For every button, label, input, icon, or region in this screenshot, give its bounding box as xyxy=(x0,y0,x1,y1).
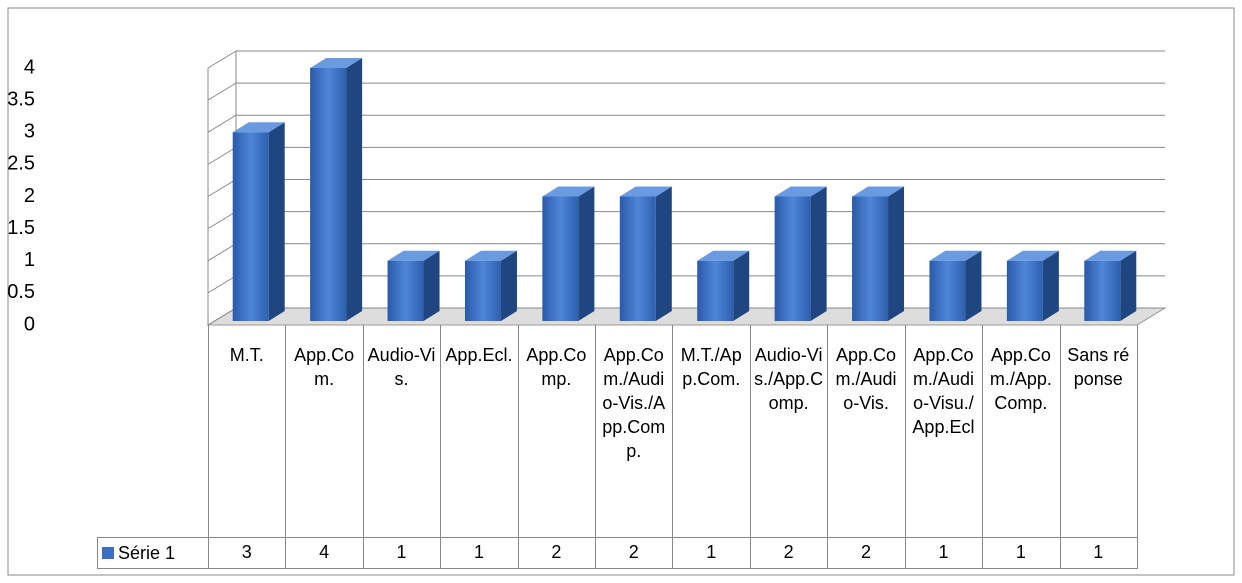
bar-side xyxy=(655,186,672,321)
grid-line-side xyxy=(207,114,237,133)
y-tick-label: 1 xyxy=(24,249,35,271)
bar-side xyxy=(346,58,363,321)
table-value: 1 xyxy=(1059,537,1138,569)
bar-front xyxy=(929,260,966,321)
bar-front xyxy=(310,68,347,321)
y-tick-label: 0.5 xyxy=(7,281,35,303)
y-tick-label: 1.5 xyxy=(7,217,35,239)
table-value: 2 xyxy=(749,537,829,569)
bar-front xyxy=(542,196,579,321)
bar-front xyxy=(619,196,656,321)
grid-line-side xyxy=(207,50,237,69)
table-value: 1 xyxy=(982,537,1061,569)
y-tick-label: 0 xyxy=(24,313,35,335)
grid-line-side xyxy=(207,211,237,230)
bar-top xyxy=(929,250,982,261)
table-value: 2 xyxy=(595,537,674,569)
category-label: App.Com./App.Comp. xyxy=(982,325,1061,538)
chart-border xyxy=(7,7,1235,576)
bar-front xyxy=(232,132,269,321)
grid-line-side xyxy=(207,243,237,262)
legend-cell: Série 1 xyxy=(97,537,209,569)
bar-top xyxy=(774,186,827,197)
category-label: Audio-Vis. xyxy=(362,325,442,538)
bar-side xyxy=(423,250,440,321)
bar xyxy=(852,186,905,321)
table-value: 4 xyxy=(285,537,364,569)
table-value: 2 xyxy=(517,537,597,569)
legend-label: Série 1 xyxy=(118,543,176,563)
category-label: Sans réponse xyxy=(1059,325,1138,538)
bar-side xyxy=(733,250,750,321)
bar xyxy=(1084,250,1137,321)
y-tick-label: 3.5 xyxy=(7,88,35,110)
bar xyxy=(929,250,982,321)
category-label: App.Comp. xyxy=(517,325,597,538)
bar-front xyxy=(464,260,501,321)
category-label: App.Ecl. xyxy=(440,325,519,538)
bar-top xyxy=(387,250,440,261)
bar xyxy=(697,250,750,321)
table-value: 1 xyxy=(362,537,442,569)
bar-side xyxy=(1042,250,1059,321)
category-label: App.Com./Audio-Vis./App.Comp. xyxy=(595,325,674,538)
bar-side xyxy=(965,250,982,321)
bar-top xyxy=(464,250,517,261)
table-value: 3 xyxy=(208,537,287,569)
bar-top xyxy=(1084,250,1137,261)
bar-side xyxy=(888,186,905,321)
bar-top xyxy=(310,58,363,68)
bar-side xyxy=(500,250,517,321)
table-left-line xyxy=(208,325,209,537)
bar-top xyxy=(619,186,672,197)
legend-swatch xyxy=(102,547,114,559)
grid-line-side xyxy=(207,146,237,165)
bar xyxy=(232,122,285,321)
bar xyxy=(774,186,827,321)
bar xyxy=(542,186,595,321)
bar-front xyxy=(1006,260,1043,321)
bar-front xyxy=(852,196,889,321)
category-label: App.Com./Audio-Visu./App.Ecl xyxy=(904,325,984,538)
category-label: M.T. xyxy=(208,325,287,538)
bar xyxy=(387,250,440,321)
bar-top xyxy=(1006,250,1059,261)
bar-front xyxy=(1084,260,1121,321)
bar-side xyxy=(578,186,595,321)
bar-top xyxy=(542,186,595,197)
table-value: 2 xyxy=(827,537,906,569)
table-value: 1 xyxy=(904,537,984,569)
y-tick-label: 2 xyxy=(24,185,35,207)
bar-front xyxy=(774,196,811,321)
category-label: Audio-Vis./App.Comp. xyxy=(749,325,829,538)
bar-side xyxy=(810,186,827,321)
y-tick-label: 4 xyxy=(24,56,35,78)
grid-line-side xyxy=(207,82,237,101)
grid-line-side xyxy=(207,275,237,294)
bar xyxy=(619,186,672,321)
bar xyxy=(310,58,363,321)
bar-top xyxy=(697,250,750,261)
bar xyxy=(464,250,517,321)
bar xyxy=(1006,250,1059,321)
y-tick-label: 3 xyxy=(24,121,35,143)
bar-top xyxy=(232,122,285,133)
category-label: App.Com. xyxy=(285,325,364,538)
bar-top xyxy=(852,186,905,197)
table-top-line xyxy=(208,537,1137,538)
category-label: M.T./App.Com. xyxy=(672,325,751,538)
table-value: 1 xyxy=(672,537,751,569)
table-value: 1 xyxy=(440,537,519,569)
category-label: App.Com./Audio-Vis. xyxy=(827,325,906,538)
bar-side xyxy=(1120,250,1137,321)
grid-line-side xyxy=(207,307,237,326)
bar-front xyxy=(387,260,424,321)
y-tick-label: 2.5 xyxy=(7,153,35,175)
bar-side xyxy=(268,122,285,321)
grid-line-side xyxy=(207,179,237,197)
bar-front xyxy=(697,260,734,321)
